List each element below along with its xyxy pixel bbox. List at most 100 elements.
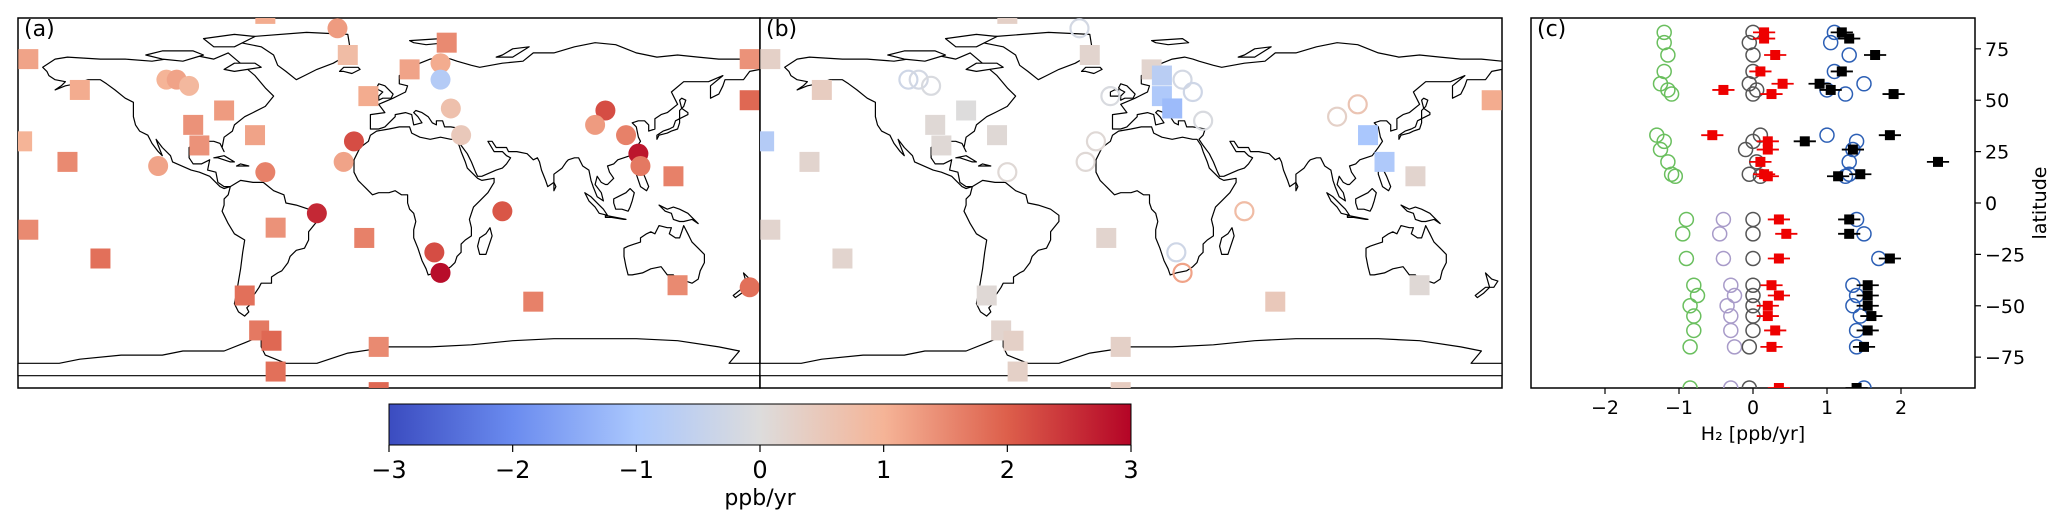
c-s3-point-7 — [1707, 130, 1718, 141]
coastline-26 — [1237, 46, 1272, 58]
c-s5-point-16 — [1862, 280, 1873, 291]
station-circle-16 — [1085, 131, 1107, 152]
coastline-28 — [1420, 97, 1429, 110]
coastline-18 — [17, 331, 761, 377]
station-square-9 — [931, 135, 952, 156]
c-s5-point-6 — [1888, 89, 1899, 100]
station-square-37 — [1110, 336, 1131, 357]
station-circle-22 — [1172, 69, 1193, 90]
colorbar-tick-label-1: −2 — [495, 456, 530, 484]
c-s2-point-21 — [1741, 339, 1758, 355]
coastline-22 — [553, 181, 557, 192]
colorbar-label: ppb/yr — [724, 486, 796, 511]
colorbar: −3 −2 −1 0 1 2 3 ppb/yr — [371, 403, 1139, 511]
coastline-7 — [376, 83, 394, 101]
coastline-6 — [623, 225, 706, 284]
coastline-4 — [353, 126, 495, 276]
station-circle-28 — [430, 262, 451, 283]
map-a-stations — [18, 18, 760, 388]
map-a-coastlines — [17, 31, 761, 377]
coastline-23 — [944, 33, 998, 48]
c-s1-point-1 — [1711, 226, 1728, 242]
station-square-14 — [1079, 45, 1100, 65]
map-b-coastlines — [759, 31, 1503, 377]
station-circle-18 — [333, 151, 354, 172]
c-s4-point-10 — [1841, 154, 1857, 170]
c-s4-point-7 — [1819, 127, 1835, 143]
coastline-1 — [963, 179, 1060, 317]
station-square-3 — [799, 151, 820, 172]
c-s3-point-6 — [1766, 89, 1777, 100]
station-square-12 — [245, 125, 266, 146]
c-ytick-label-5: −50 — [1985, 296, 2025, 318]
station-square-48 — [368, 336, 389, 357]
station-square-43 — [663, 166, 684, 187]
c-s0-point-11 — [1663, 166, 1680, 182]
c-s5-point-10 — [1933, 156, 1943, 167]
station-circle-28 — [1234, 201, 1255, 222]
c-s3-point-17 — [1773, 290, 1784, 301]
c-s0-point-6 — [1663, 86, 1680, 102]
c-s3-point-8 — [1762, 136, 1773, 147]
station-circle-39 — [585, 114, 606, 135]
station-circle-17 — [343, 131, 364, 152]
coastline-25 — [1150, 37, 1190, 46]
c-ytick-label-6: −75 — [1985, 347, 2025, 369]
coastline-2 — [981, 31, 1093, 81]
c-s5-point-15 — [1884, 253, 1895, 264]
station-square-33 — [265, 361, 286, 382]
c-s5-point-18 — [1862, 300, 1873, 311]
c-s3-point-0 — [1759, 27, 1770, 38]
coastline-15 — [1400, 204, 1441, 225]
coastline-0 — [42, 52, 275, 190]
station-circle-26 — [451, 125, 472, 146]
colorbar-tick-label-2: −1 — [619, 456, 654, 484]
station-square-0 — [760, 49, 781, 70]
c-s3-point-20 — [1770, 325, 1781, 336]
station-circle-5 — [898, 69, 919, 90]
c-s0-point-21 — [1682, 339, 1698, 355]
station-circle-29 — [492, 201, 513, 222]
c-s5-point-7 — [1884, 130, 1895, 141]
c-s1-point-7 — [1723, 322, 1739, 339]
c-s5-point-19 — [1866, 311, 1877, 322]
coastline-7 — [1117, 83, 1136, 101]
c-s3-point-16 — [1766, 280, 1777, 291]
station-square-23 — [436, 32, 457, 53]
c-s3-point-14 — [1781, 228, 1792, 239]
station-square-44 — [667, 275, 688, 296]
c-s0-point-2 — [1660, 47, 1676, 63]
station-circle-26 — [1166, 242, 1187, 263]
colorbar-tick-label-3: 0 — [752, 456, 767, 484]
station-square-20 — [354, 227, 375, 248]
c-s0-point-18 — [1682, 298, 1698, 314]
c-s3-point-19 — [1762, 311, 1773, 322]
colorbar-tick-label-4: 1 — [876, 456, 891, 484]
coastline-15 — [658, 204, 699, 225]
colorbar-tick-label-0: −3 — [371, 456, 406, 484]
panel-a-label: (a) — [24, 17, 55, 42]
c-s3-point-21 — [1766, 341, 1777, 352]
station-square-9 — [189, 135, 210, 156]
c-ytick-label-0: 75 — [1985, 39, 2009, 61]
colorbar-ticks: −3 −2 −1 0 1 2 3 — [371, 445, 1139, 484]
c-s2-point-2 — [1745, 47, 1761, 63]
station-square-18 — [1096, 227, 1117, 248]
station-circle-40 — [616, 125, 637, 146]
coastline-20 — [977, 163, 992, 167]
station-square-47 — [739, 49, 760, 70]
coastline-26 — [495, 46, 530, 58]
coastline-23 — [202, 33, 256, 48]
station-square-15 — [337, 45, 358, 65]
station-square-41 — [1007, 361, 1028, 382]
c-s0-point-5 — [1660, 82, 1676, 98]
c-s0-point-17 — [1689, 287, 1706, 304]
coastline-5 — [1218, 227, 1235, 255]
c-s0-point-15 — [1678, 250, 1695, 267]
coastline-1 — [221, 179, 318, 317]
c-s4-point-1 — [1822, 34, 1839, 51]
station-square-4 — [760, 219, 781, 240]
c-s3-point-3 — [1755, 66, 1766, 77]
c-s5-point-14 — [1844, 228, 1855, 239]
coastline-20 — [235, 163, 250, 167]
